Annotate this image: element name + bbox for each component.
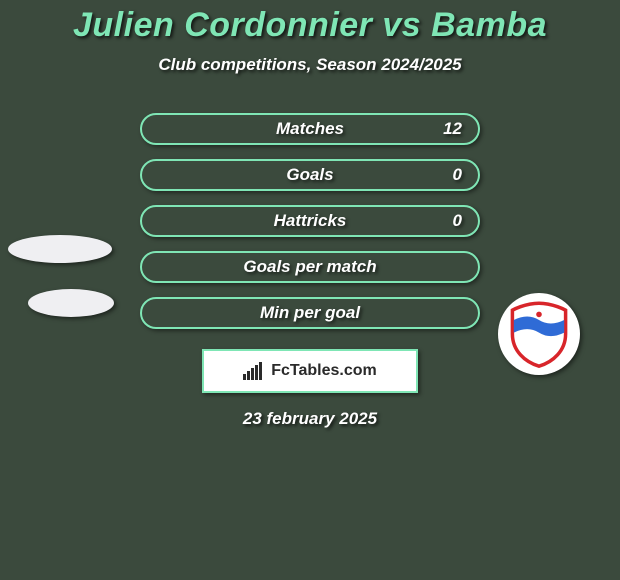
stat-label: Matches xyxy=(276,119,344,139)
stat-row: Matches 12 xyxy=(140,113,480,145)
site-label: FcTables.com xyxy=(271,362,377,380)
stat-label: Goals per match xyxy=(243,257,376,277)
subtitle: Club competitions, Season 2024/2025 xyxy=(0,55,620,75)
stat-rows: Matches 12 Goals 0 Hattricks 0 Goals per match… xyxy=(140,113,480,329)
stat-label: Goals xyxy=(286,165,333,185)
date-label: 23 february 2025 xyxy=(0,409,620,429)
bar-chart-icon xyxy=(243,362,265,380)
club-shield-icon xyxy=(504,299,574,369)
decor-ellipse-1 xyxy=(8,235,112,263)
stat-row: Hattricks 0 xyxy=(140,205,480,237)
stat-row: Min per goal xyxy=(140,297,480,329)
club-badge xyxy=(498,293,580,375)
stat-row: Goals per match xyxy=(140,251,480,283)
stat-value: 0 xyxy=(453,211,462,231)
comparison-card: Julien Cordonnier vs Bamba Club competit… xyxy=(0,0,620,580)
decor-ellipse-2 xyxy=(28,289,114,317)
content-area: Matches 12 Goals 0 Hattricks 0 Goals per match… xyxy=(0,113,620,429)
page-title: Julien Cordonnier vs Bamba xyxy=(0,0,620,45)
stat-value: 12 xyxy=(443,119,462,139)
stat-row: Goals 0 xyxy=(140,159,480,191)
stat-label: Min per goal xyxy=(260,303,360,323)
site-attribution: FcTables.com xyxy=(202,349,418,393)
stat-value: 0 xyxy=(453,165,462,185)
stat-label: Hattricks xyxy=(274,211,347,231)
